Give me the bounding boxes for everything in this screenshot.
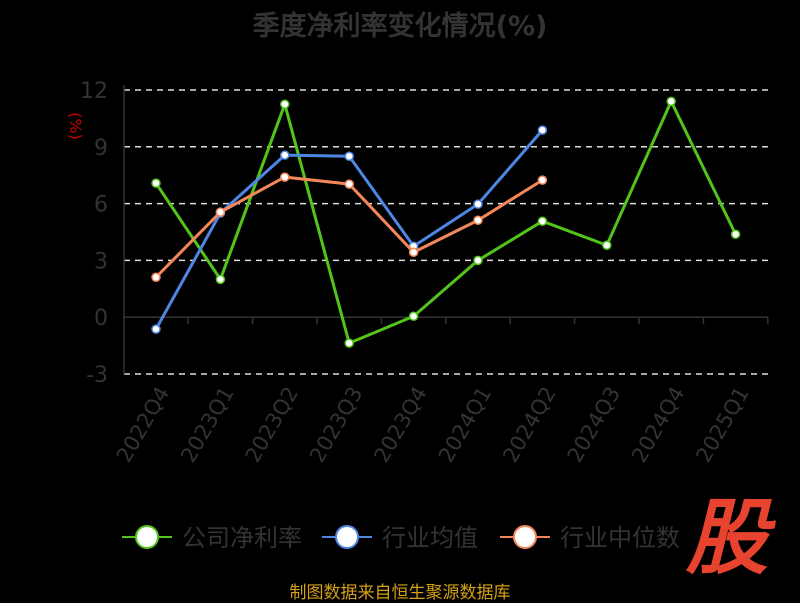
x-tick-label: 2023Q1: [176, 383, 238, 467]
legend-marker: [135, 525, 159, 549]
y-tick-label: 0: [94, 306, 108, 331]
data-point: [151, 272, 161, 283]
data-point: [730, 229, 741, 240]
y-axis-label: (%): [66, 112, 85, 140]
y-tick-label: -3: [86, 363, 108, 388]
logo: 股: [686, 491, 768, 586]
data-point: [344, 338, 354, 348]
data-point: [473, 199, 483, 209]
y-tick-label: 12: [80, 79, 108, 104]
series-line: [154, 97, 737, 346]
data-point: [473, 215, 483, 226]
chart-title: 季度净利率变化情况(%): [252, 11, 548, 42]
y-tick-label: 6: [94, 193, 108, 218]
x-tick-label: 2023Q3: [305, 383, 367, 467]
data-point: [537, 216, 548, 226]
legend-marker: [335, 525, 359, 549]
data-point: [666, 96, 676, 107]
legend-marker: [513, 525, 537, 549]
data-point: [280, 172, 290, 182]
data-point: [344, 179, 354, 189]
legend-label: 行业均值: [382, 524, 478, 552]
x-tick-label: 2024Q3: [563, 383, 625, 467]
data-point: [537, 175, 548, 185]
source-note: 制图数据来自恒生聚源数据库: [289, 583, 511, 603]
data-point: [408, 247, 419, 258]
data-point: [473, 255, 483, 266]
x-tick-label: 2022Q4: [112, 383, 174, 467]
y-tick-label: 3: [94, 249, 108, 274]
x-tick-label: 2023Q2: [241, 383, 303, 467]
data-point: [280, 99, 290, 109]
data-point: [151, 324, 161, 334]
x-tick-label: 2024Q4: [627, 383, 689, 467]
x-tick-label: 2024Q2: [498, 383, 560, 467]
data-point: [408, 311, 419, 322]
data-point: [537, 125, 548, 135]
data-point: [344, 151, 354, 162]
data-point: [280, 150, 290, 160]
legend-label: 行业中位数: [560, 524, 680, 552]
y-tick-label: 9: [94, 136, 108, 161]
data-point: [151, 178, 161, 188]
x-tick-label: 2024Q1: [434, 383, 496, 467]
data-point: [215, 207, 226, 217]
x-tick-label: 2023Q4: [369, 383, 431, 467]
legend-label: 公司净利率: [182, 524, 302, 552]
data-point: [602, 240, 612, 251]
data-point: [215, 274, 226, 285]
x-tick-label: 2025Q1: [691, 383, 753, 467]
